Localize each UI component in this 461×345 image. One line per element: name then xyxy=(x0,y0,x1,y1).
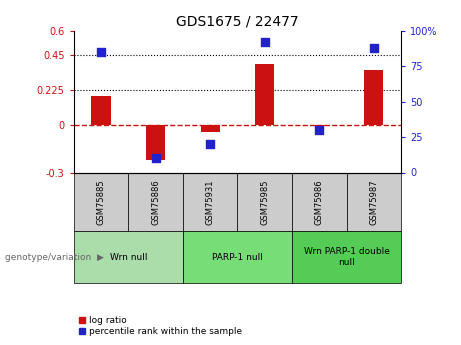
Text: GSM75985: GSM75985 xyxy=(260,179,269,225)
Bar xyxy=(91,96,111,125)
Bar xyxy=(146,125,165,160)
Bar xyxy=(364,70,384,125)
Bar xyxy=(292,231,401,283)
Point xyxy=(261,40,268,45)
Text: genotype/variation  ▶: genotype/variation ▶ xyxy=(5,253,103,262)
Text: GSM75987: GSM75987 xyxy=(369,179,378,225)
Bar xyxy=(255,64,274,125)
Title: GDS1675 / 22477: GDS1675 / 22477 xyxy=(176,14,299,29)
Legend: log ratio, percentile rank within the sample: log ratio, percentile rank within the sa… xyxy=(78,315,243,337)
Bar xyxy=(74,231,183,283)
Point xyxy=(97,50,105,55)
Text: Wrn PARP-1 double
null: Wrn PARP-1 double null xyxy=(304,247,390,267)
Text: Wrn null: Wrn null xyxy=(110,253,147,262)
Text: GSM75986: GSM75986 xyxy=(315,179,324,225)
Bar xyxy=(310,125,329,126)
Point xyxy=(152,156,159,161)
Text: GSM75886: GSM75886 xyxy=(151,179,160,225)
Text: PARP-1 null: PARP-1 null xyxy=(212,253,263,262)
Bar xyxy=(347,172,401,231)
Bar xyxy=(128,172,183,231)
Point xyxy=(370,45,378,51)
Bar xyxy=(74,172,128,231)
Bar xyxy=(201,125,220,132)
Bar xyxy=(183,172,237,231)
Text: GSM75931: GSM75931 xyxy=(206,179,215,225)
Point xyxy=(207,141,214,147)
Bar xyxy=(237,172,292,231)
Bar xyxy=(183,231,292,283)
Point xyxy=(315,127,323,133)
Bar xyxy=(292,172,347,231)
Text: GSM75885: GSM75885 xyxy=(96,179,106,225)
